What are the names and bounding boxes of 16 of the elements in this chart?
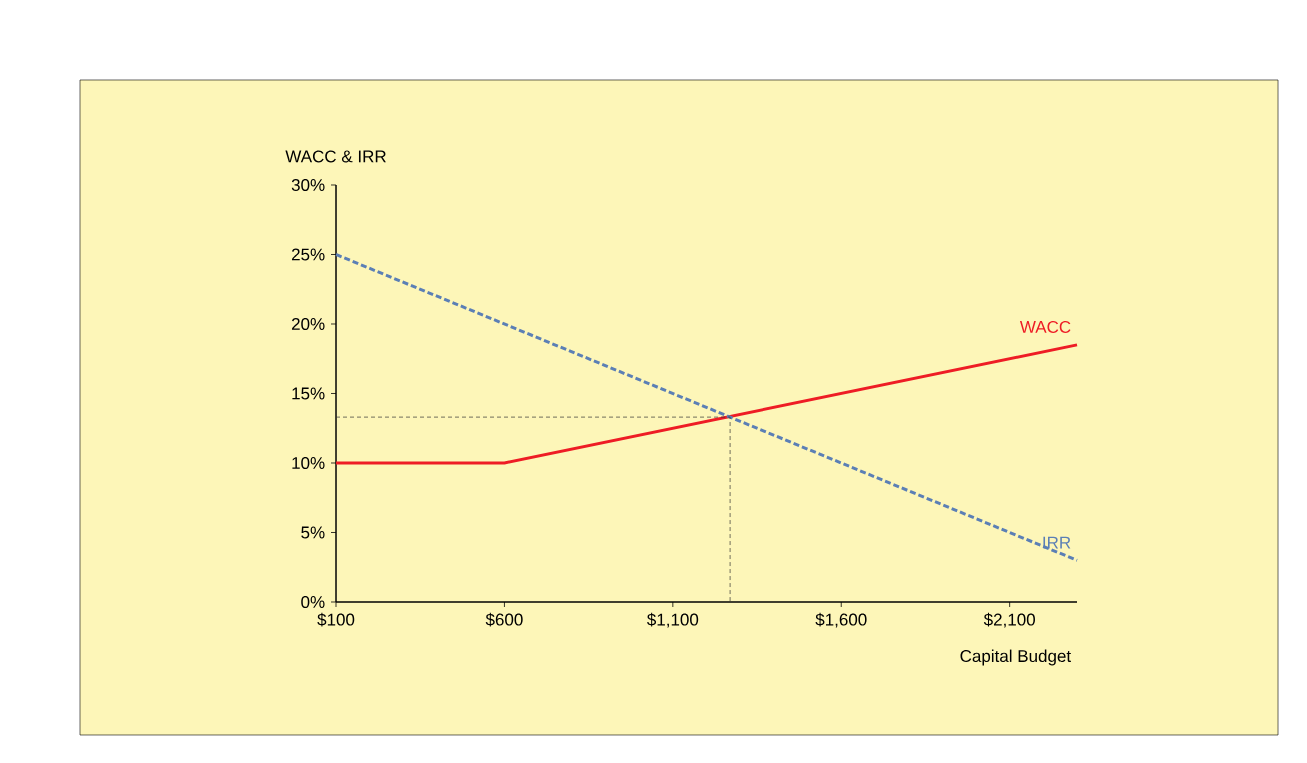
x-tick-label: $600 (485, 612, 523, 627)
x-tick-label: $1,600 (815, 612, 867, 628)
x-tick-label: $100 (317, 612, 355, 627)
y-axis-title: WACC & IRR (285, 150, 386, 163)
y-tick-label: 20% (291, 317, 325, 331)
y-tick-label: 10% (292, 456, 325, 470)
y-tick-label: 25% (291, 248, 325, 261)
series-label: WACC (1019, 320, 1071, 333)
y-tick-label: 15% (292, 387, 325, 400)
x-tick-label: $1,100 (647, 612, 699, 628)
series-label: IRR (1043, 536, 1071, 549)
y-tick-label: 5% (301, 526, 325, 539)
y-tick-label: 0% (301, 595, 325, 609)
x-axis-title: Capital Budget (960, 649, 1071, 666)
y-tick-label: 30% (291, 178, 325, 192)
x-tick-label: $2,100 (983, 612, 1035, 628)
